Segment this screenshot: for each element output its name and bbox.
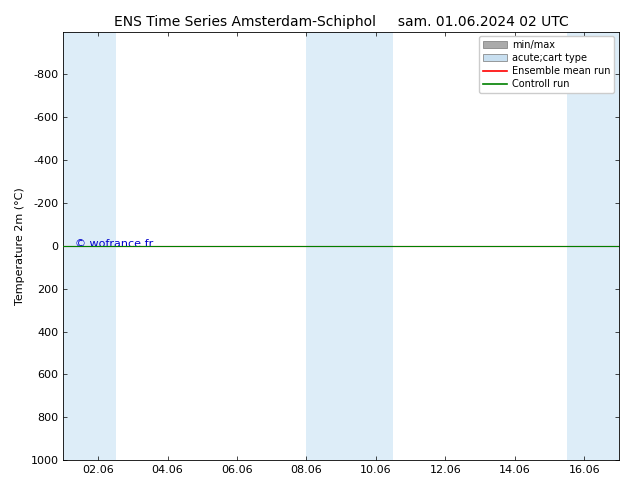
Title: ENS Time Series Amsterdam-Schiphol     sam. 01.06.2024 02 UTC: ENS Time Series Amsterdam-Schiphol sam. … (114, 15, 569, 29)
Legend: min/max, acute;cart type, Ensemble mean run, Controll run: min/max, acute;cart type, Ensemble mean … (479, 36, 614, 93)
Bar (306, 31, 393, 460)
Y-axis label: Temperature 2m (°C): Temperature 2m (°C) (15, 187, 25, 305)
Bar (567, 31, 619, 460)
Text: © wofrance.fr: © wofrance.fr (75, 240, 153, 249)
Bar (63, 31, 115, 460)
